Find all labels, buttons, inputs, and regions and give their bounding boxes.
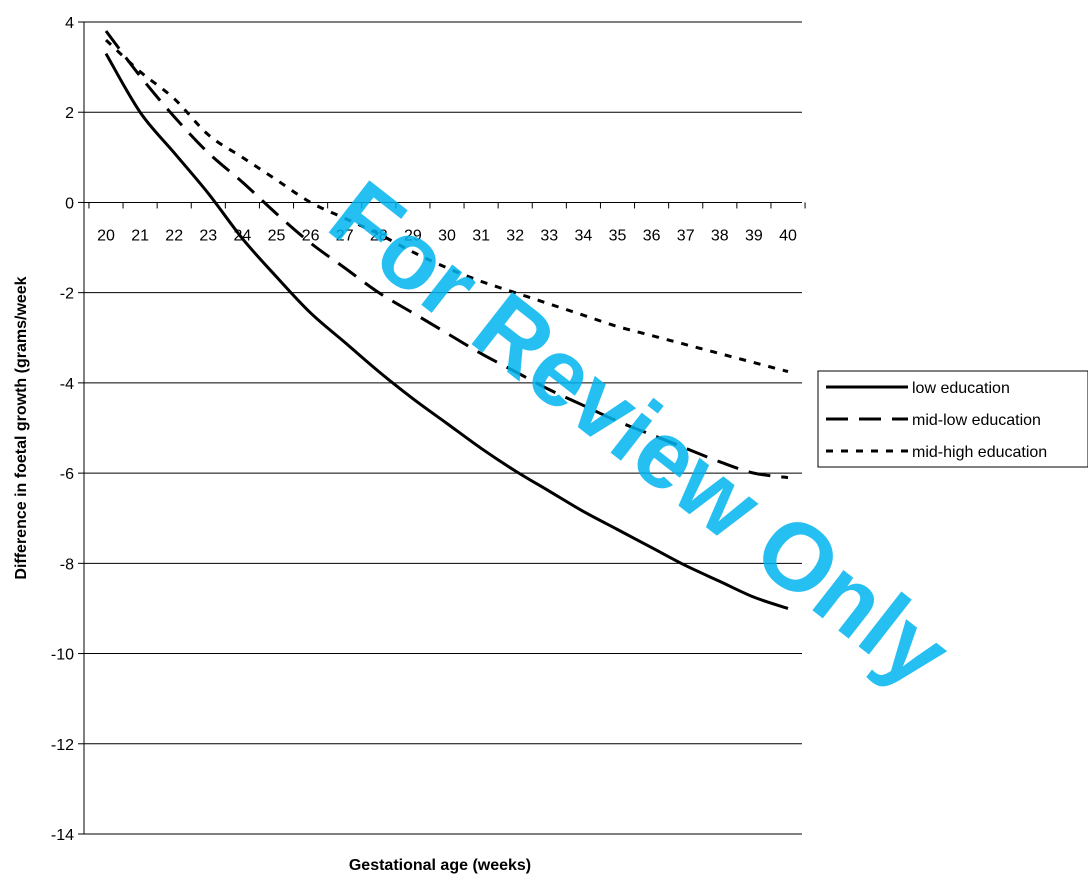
x-tick-label: 31 <box>472 227 490 244</box>
legend-label: mid-high education <box>912 444 1047 461</box>
x-tick-label: 39 <box>745 227 763 244</box>
y-tick-label: -12 <box>51 737 74 754</box>
x-tick-label: 33 <box>540 227 558 244</box>
x-tick-label: 40 <box>779 227 797 244</box>
legend-label: low education <box>912 380 1010 397</box>
x-tick-label: 36 <box>643 227 661 244</box>
x-tick-label: 30 <box>438 227 456 244</box>
y-tick-label: -8 <box>60 556 74 573</box>
x-tick-label: 25 <box>268 227 286 244</box>
x-tick-label: 23 <box>199 227 217 244</box>
x-axis-title: Gestational age (weeks) <box>349 857 531 874</box>
y-tick-label: -6 <box>60 466 74 483</box>
legend-label: mid-low education <box>912 412 1041 429</box>
y-tick-label: -4 <box>60 376 74 393</box>
y-tick-label: 2 <box>65 105 74 122</box>
series-line <box>104 52 789 610</box>
x-tick-label: 29 <box>404 227 422 244</box>
gridlines <box>84 21 802 835</box>
x-tick-label: 38 <box>711 227 729 244</box>
y-tick-label: -2 <box>60 286 74 303</box>
legend: low education mid-low education mid-high e… <box>817 370 1088 468</box>
y-tick-label: 4 <box>65 15 74 32</box>
series-line <box>104 38 789 374</box>
y-tick-label: -14 <box>51 827 74 844</box>
x-tick-label: 26 <box>302 227 320 244</box>
x-tick-label: 27 <box>336 227 354 244</box>
series-layer <box>104 30 789 610</box>
x-tick-label: 21 <box>131 227 149 244</box>
x-axis: 20 21 22 23 24 25 26 27 28 29 30 31 32 33 34 35 36 37 38 39… <box>84 201 806 244</box>
y-axis-title: Difference in foetal growth (grams/week <box>13 276 30 579</box>
y-axis: 4 2 0 -2 -4 -6 -8 -10 -12 -14 <box>51 15 85 844</box>
y-tick-label: -10 <box>51 647 74 664</box>
x-tick-label: 34 <box>575 227 593 244</box>
y-tick-label: 0 <box>65 195 74 212</box>
x-tick-label: 20 <box>97 227 115 244</box>
x-tick-label: 32 <box>506 227 524 244</box>
series-line <box>104 30 789 480</box>
x-tick-label: 35 <box>609 227 627 244</box>
x-tick-label: 22 <box>165 227 183 244</box>
x-tick-label: 37 <box>677 227 695 244</box>
